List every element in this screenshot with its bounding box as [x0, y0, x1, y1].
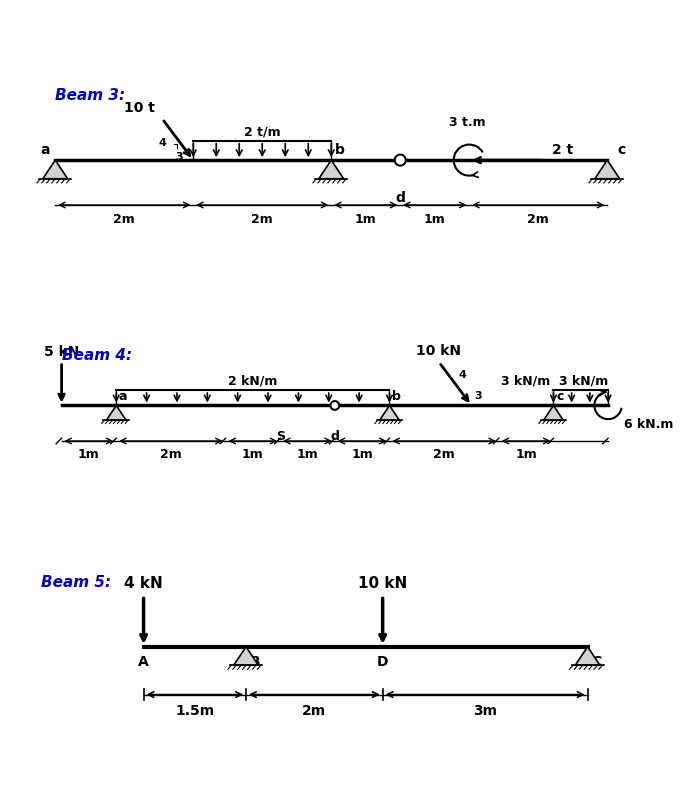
Text: 6 kN.m: 6 kN.m [625, 418, 674, 431]
Polygon shape [233, 646, 259, 665]
Text: 2m: 2m [302, 704, 326, 718]
Text: 3 t.m: 3 t.m [449, 116, 485, 129]
Text: a: a [40, 142, 49, 157]
Text: b: b [335, 142, 344, 157]
Text: 2m: 2m [434, 447, 455, 461]
Text: b: b [392, 390, 401, 402]
Text: D: D [377, 655, 388, 669]
Text: A: A [138, 655, 149, 669]
Text: 2m: 2m [114, 214, 135, 226]
Polygon shape [319, 160, 344, 178]
Text: 2m: 2m [528, 214, 549, 226]
Text: 2m: 2m [252, 214, 273, 226]
Text: 4: 4 [458, 370, 466, 381]
Text: 1m: 1m [242, 447, 263, 461]
Text: S: S [276, 430, 284, 443]
Text: 2 t: 2 t [552, 142, 574, 157]
Text: 4 kN: 4 kN [124, 576, 163, 590]
Circle shape [395, 154, 406, 166]
Text: d: d [330, 430, 339, 443]
Text: 4: 4 [158, 138, 166, 148]
Text: 5 kN: 5 kN [44, 345, 79, 359]
Text: B: B [250, 655, 260, 669]
Text: 3 kN/m: 3 kN/m [501, 375, 551, 388]
Polygon shape [107, 406, 126, 420]
Polygon shape [380, 406, 399, 420]
Text: Beam 5:: Beam 5: [41, 575, 112, 590]
Text: 1m: 1m [78, 447, 100, 461]
Polygon shape [43, 160, 68, 178]
Text: 1m: 1m [424, 214, 445, 226]
Text: 2 t/m: 2 t/m [244, 125, 281, 138]
Text: 1.5m: 1.5m [175, 704, 215, 718]
Polygon shape [575, 646, 600, 665]
Text: 10 kN: 10 kN [358, 576, 407, 590]
Text: 2m: 2m [160, 447, 182, 461]
Text: 10 kN: 10 kN [417, 344, 461, 358]
Text: Beam 4:: Beam 4: [61, 348, 132, 363]
Polygon shape [595, 160, 620, 178]
Text: d: d [395, 191, 405, 205]
Text: Beam 3:: Beam 3: [55, 88, 125, 102]
Polygon shape [544, 406, 563, 420]
Text: 3: 3 [474, 390, 482, 401]
Text: 1m: 1m [297, 447, 319, 461]
Text: 1m: 1m [351, 447, 373, 461]
Text: 1m: 1m [355, 214, 376, 226]
Circle shape [330, 401, 339, 410]
Text: c: c [556, 390, 564, 402]
Text: 2 kN/m: 2 kN/m [228, 375, 277, 388]
Text: C: C [591, 655, 602, 669]
Text: a: a [119, 390, 128, 402]
Text: 1m: 1m [515, 447, 537, 461]
Text: c: c [618, 142, 626, 157]
Text: 3m: 3m [473, 704, 497, 718]
Text: 3 kN/m: 3 kN/m [559, 375, 608, 388]
Text: 10 t: 10 t [125, 102, 155, 115]
Text: 3: 3 [176, 152, 183, 162]
